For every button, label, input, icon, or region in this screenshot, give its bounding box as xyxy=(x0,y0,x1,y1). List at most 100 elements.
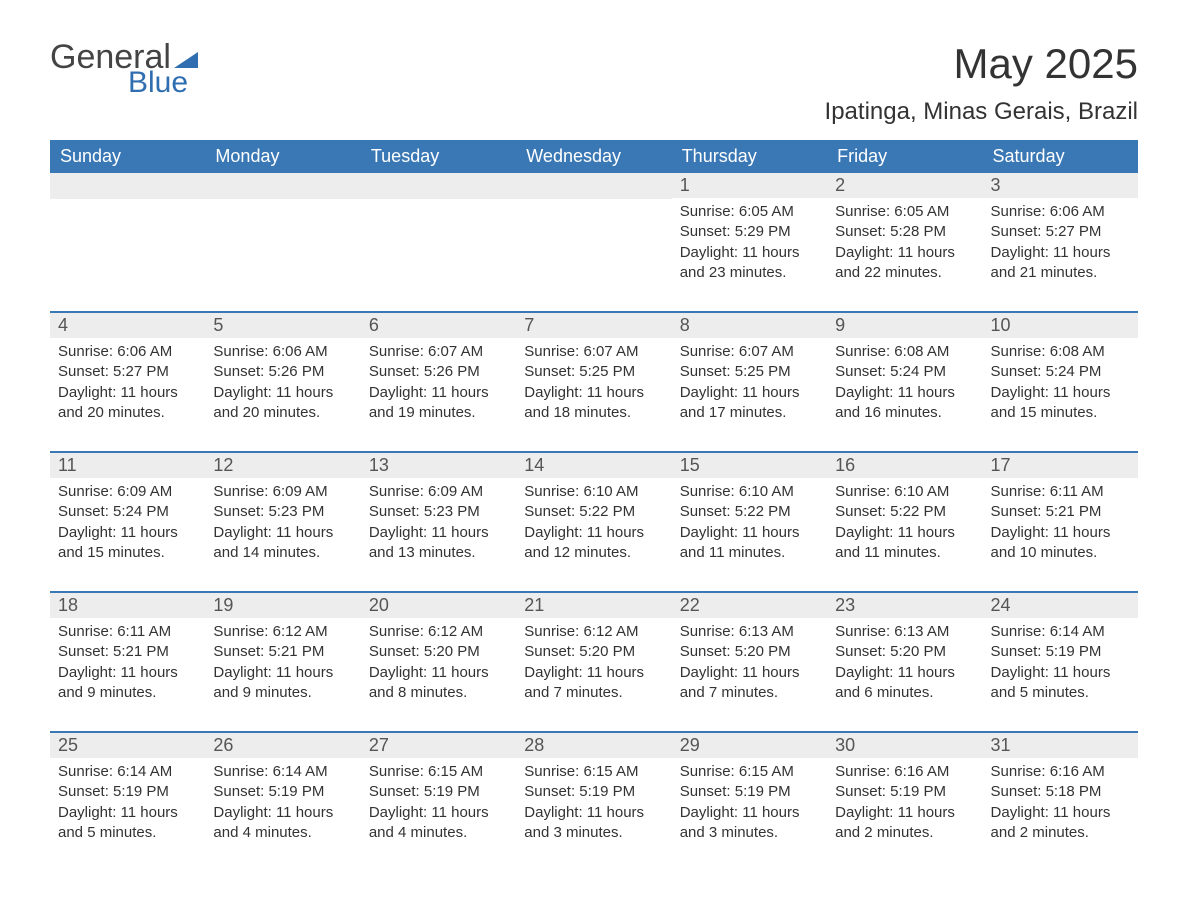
day-details: Sunrise: 6:07 AMSunset: 5:25 PMDaylight:… xyxy=(672,338,827,423)
header: General Blue May 2025 Ipatinga, Minas Ge… xyxy=(50,40,1138,126)
sunrise-text: Sunrise: 6:06 AM xyxy=(58,342,197,362)
daylight-line1: Daylight: 11 hours xyxy=(835,523,974,543)
sunset-text: Sunset: 5:19 PM xyxy=(213,782,352,802)
daylight-line2: and 8 minutes. xyxy=(369,683,508,703)
day-details: Sunrise: 6:06 AMSunset: 5:26 PMDaylight:… xyxy=(205,338,360,423)
day-number: 30 xyxy=(827,733,982,758)
daylight-line2: and 20 minutes. xyxy=(58,403,197,423)
sunset-text: Sunset: 5:21 PM xyxy=(991,502,1130,522)
day-details: Sunrise: 6:10 AMSunset: 5:22 PMDaylight:… xyxy=(672,478,827,563)
sunset-text: Sunset: 5:21 PM xyxy=(58,642,197,662)
sunset-text: Sunset: 5:23 PM xyxy=(369,502,508,522)
weekday-header: Friday xyxy=(827,140,982,173)
sunrise-text: Sunrise: 6:13 AM xyxy=(835,622,974,642)
daylight-line1: Daylight: 11 hours xyxy=(680,663,819,683)
sunset-text: Sunset: 5:24 PM xyxy=(835,362,974,382)
day-details: Sunrise: 6:13 AMSunset: 5:20 PMDaylight:… xyxy=(672,618,827,703)
day-number-empty xyxy=(50,173,205,199)
sunset-text: Sunset: 5:26 PM xyxy=(213,362,352,382)
daylight-line1: Daylight: 11 hours xyxy=(369,383,508,403)
sunset-text: Sunset: 5:20 PM xyxy=(680,642,819,662)
daylight-line1: Daylight: 11 hours xyxy=(835,663,974,683)
calendar-day: 9Sunrise: 6:08 AMSunset: 5:24 PMDaylight… xyxy=(827,313,982,433)
calendar-day: 25Sunrise: 6:14 AMSunset: 5:19 PMDayligh… xyxy=(50,733,205,853)
calendar-day: 5Sunrise: 6:06 AMSunset: 5:26 PMDaylight… xyxy=(205,313,360,433)
sunrise-text: Sunrise: 6:13 AM xyxy=(680,622,819,642)
calendar-day: 15Sunrise: 6:10 AMSunset: 5:22 PMDayligh… xyxy=(672,453,827,573)
calendar-day: 4Sunrise: 6:06 AMSunset: 5:27 PMDaylight… xyxy=(50,313,205,433)
day-details: Sunrise: 6:12 AMSunset: 5:20 PMDaylight:… xyxy=(361,618,516,703)
day-details: Sunrise: 6:11 AMSunset: 5:21 PMDaylight:… xyxy=(983,478,1138,563)
day-number: 13 xyxy=(361,453,516,478)
sunrise-text: Sunrise: 6:09 AM xyxy=(369,482,508,502)
daylight-line1: Daylight: 11 hours xyxy=(58,803,197,823)
day-number: 28 xyxy=(516,733,671,758)
daylight-line1: Daylight: 11 hours xyxy=(991,523,1130,543)
day-details: Sunrise: 6:14 AMSunset: 5:19 PMDaylight:… xyxy=(983,618,1138,703)
day-number: 19 xyxy=(205,593,360,618)
sunset-text: Sunset: 5:25 PM xyxy=(680,362,819,382)
daylight-line1: Daylight: 11 hours xyxy=(524,803,663,823)
day-details: Sunrise: 6:06 AMSunset: 5:27 PMDaylight:… xyxy=(50,338,205,423)
daylight-line2: and 3 minutes. xyxy=(680,823,819,843)
sunrise-text: Sunrise: 6:06 AM xyxy=(991,202,1130,222)
daylight-line2: and 15 minutes. xyxy=(58,543,197,563)
daylight-line2: and 11 minutes. xyxy=(835,543,974,563)
calendar-day: 2Sunrise: 6:05 AMSunset: 5:28 PMDaylight… xyxy=(827,173,982,293)
daylight-line2: and 7 minutes. xyxy=(680,683,819,703)
day-number: 26 xyxy=(205,733,360,758)
day-number: 8 xyxy=(672,313,827,338)
sunset-text: Sunset: 5:22 PM xyxy=(680,502,819,522)
day-details: Sunrise: 6:10 AMSunset: 5:22 PMDaylight:… xyxy=(827,478,982,563)
sunrise-text: Sunrise: 6:10 AM xyxy=(524,482,663,502)
day-details: Sunrise: 6:16 AMSunset: 5:18 PMDaylight:… xyxy=(983,758,1138,843)
day-details: Sunrise: 6:11 AMSunset: 5:21 PMDaylight:… xyxy=(50,618,205,703)
sunset-text: Sunset: 5:29 PM xyxy=(680,222,819,242)
sunset-text: Sunset: 5:26 PM xyxy=(369,362,508,382)
calendar-day xyxy=(205,173,360,293)
daylight-line2: and 4 minutes. xyxy=(213,823,352,843)
day-number: 10 xyxy=(983,313,1138,338)
sunrise-text: Sunrise: 6:15 AM xyxy=(369,762,508,782)
sunrise-text: Sunrise: 6:12 AM xyxy=(369,622,508,642)
sunset-text: Sunset: 5:19 PM xyxy=(680,782,819,802)
day-number: 6 xyxy=(361,313,516,338)
calendar-day: 23Sunrise: 6:13 AMSunset: 5:20 PMDayligh… xyxy=(827,593,982,713)
calendar-day: 29Sunrise: 6:15 AMSunset: 5:19 PMDayligh… xyxy=(672,733,827,853)
sunrise-text: Sunrise: 6:15 AM xyxy=(524,762,663,782)
day-number: 16 xyxy=(827,453,982,478)
calendar-day xyxy=(361,173,516,293)
sunrise-text: Sunrise: 6:14 AM xyxy=(213,762,352,782)
day-details: Sunrise: 6:09 AMSunset: 5:24 PMDaylight:… xyxy=(50,478,205,563)
calendar-day: 27Sunrise: 6:15 AMSunset: 5:19 PMDayligh… xyxy=(361,733,516,853)
weeks-container: 1Sunrise: 6:05 AMSunset: 5:29 PMDaylight… xyxy=(50,173,1138,853)
daylight-line2: and 15 minutes. xyxy=(991,403,1130,423)
day-number: 4 xyxy=(50,313,205,338)
sunrise-text: Sunrise: 6:15 AM xyxy=(680,762,819,782)
daylight-line2: and 4 minutes. xyxy=(369,823,508,843)
day-details: Sunrise: 6:09 AMSunset: 5:23 PMDaylight:… xyxy=(361,478,516,563)
calendar-day: 13Sunrise: 6:09 AMSunset: 5:23 PMDayligh… xyxy=(361,453,516,573)
sunrise-text: Sunrise: 6:16 AM xyxy=(991,762,1130,782)
sunrise-text: Sunrise: 6:08 AM xyxy=(991,342,1130,362)
sunset-text: Sunset: 5:20 PM xyxy=(835,642,974,662)
daylight-line1: Daylight: 11 hours xyxy=(213,663,352,683)
daylight-line1: Daylight: 11 hours xyxy=(680,803,819,823)
day-details: Sunrise: 6:14 AMSunset: 5:19 PMDaylight:… xyxy=(50,758,205,843)
sunrise-text: Sunrise: 6:07 AM xyxy=(369,342,508,362)
day-number: 1 xyxy=(672,173,827,198)
daylight-line1: Daylight: 11 hours xyxy=(58,663,197,683)
sunrise-text: Sunrise: 6:10 AM xyxy=(680,482,819,502)
sunset-text: Sunset: 5:28 PM xyxy=(835,222,974,242)
weekday-header: Thursday xyxy=(672,140,827,173)
daylight-line2: and 14 minutes. xyxy=(213,543,352,563)
calendar-week: 4Sunrise: 6:06 AMSunset: 5:27 PMDaylight… xyxy=(50,311,1138,433)
daylight-line2: and 22 minutes. xyxy=(835,263,974,283)
daylight-line1: Daylight: 11 hours xyxy=(58,523,197,543)
logo-text-blue: Blue xyxy=(128,68,198,98)
sunset-text: Sunset: 5:27 PM xyxy=(991,222,1130,242)
sunset-text: Sunset: 5:22 PM xyxy=(524,502,663,522)
calendar-day: 3Sunrise: 6:06 AMSunset: 5:27 PMDaylight… xyxy=(983,173,1138,293)
day-details: Sunrise: 6:15 AMSunset: 5:19 PMDaylight:… xyxy=(361,758,516,843)
daylight-line1: Daylight: 11 hours xyxy=(835,243,974,263)
